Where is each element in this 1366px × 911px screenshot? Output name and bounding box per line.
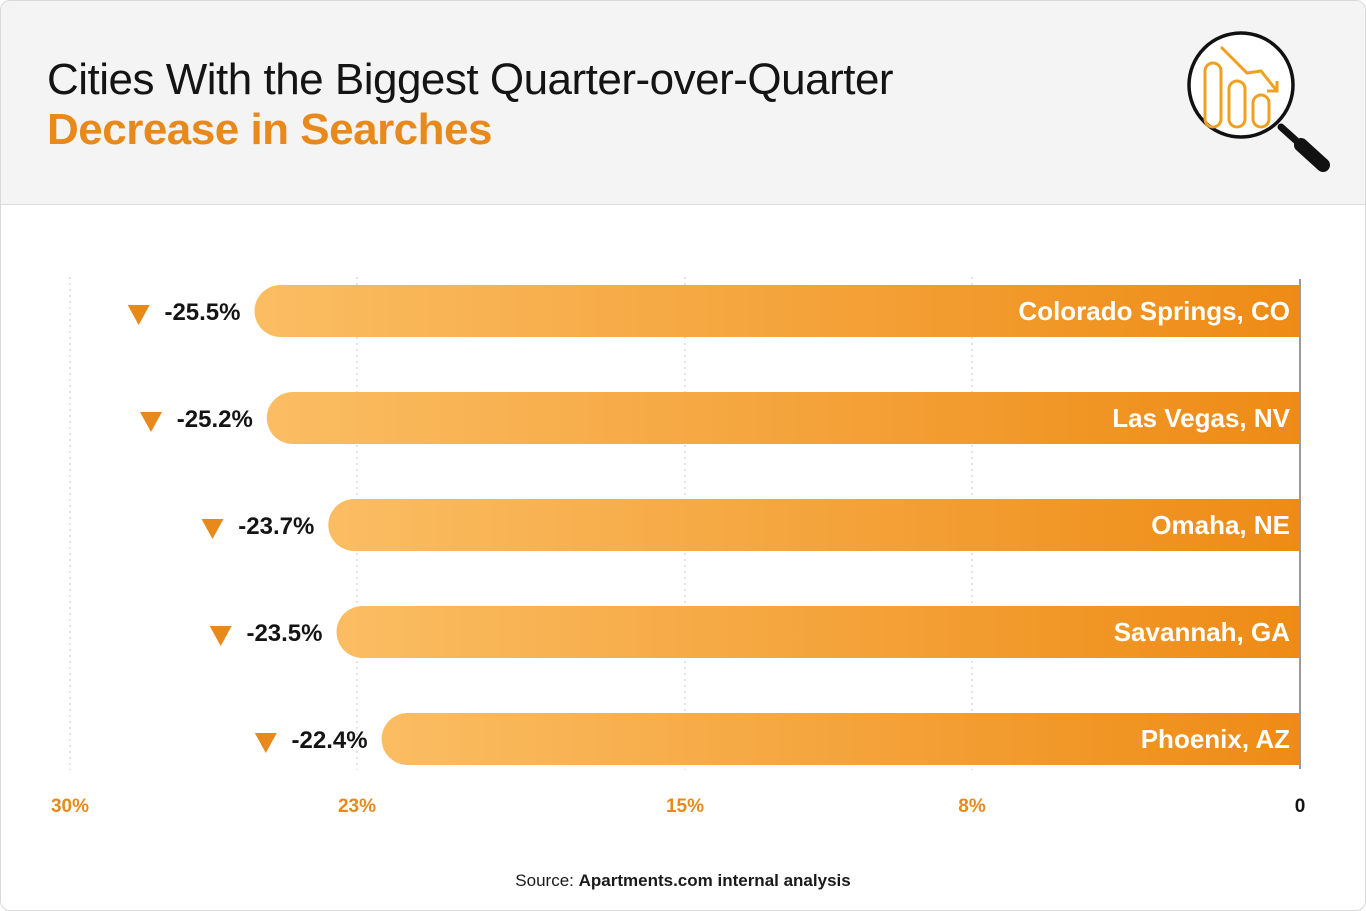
bar-category-label: Phoenix, AZ: [1141, 724, 1290, 754]
chart-subtitle: Decrease in Searches: [47, 105, 492, 154]
bar-value-label: -22.4%: [292, 727, 368, 754]
bar: [381, 713, 1301, 765]
source-prefix: Source:: [515, 871, 574, 890]
x-tick-label: 30%: [51, 796, 89, 817]
bars: Colorado Springs, CO -25.5% Las Vegas, NV -…: [127, 285, 1301, 765]
bar-category-label: Las Vegas, NV: [1112, 403, 1290, 433]
bar-value-label: -23.5%: [246, 620, 322, 647]
chart-header: Cities With the Biggest Quarter-over-Qua…: [1, 1, 1365, 205]
source-note: Source: Apartments.com internal analysis: [1, 871, 1365, 891]
bar: [254, 285, 1300, 337]
chart-title: Cities With the Biggest Quarter-over-Qua…: [47, 55, 894, 104]
bar-chart: Colorado Springs, CO -25.5% Las Vegas, NV -…: [51, 277, 1305, 817]
x-tick-label: 23%: [338, 796, 376, 817]
x-tick-label: 15%: [666, 796, 704, 817]
down-arrow-icon: [209, 626, 232, 646]
x-axis-ticks: 30% 23% 15% 8% 0: [51, 279, 1305, 817]
bar-category-label: Savannah, GA: [1114, 617, 1290, 647]
x-tick-label: 0: [1295, 796, 1306, 817]
bar: [336, 606, 1300, 658]
down-arrow-icon: [140, 412, 162, 432]
x-tick-label: 8%: [958, 796, 986, 817]
down-arrow-icon: [254, 733, 277, 753]
bar-value-label: -25.5%: [164, 299, 240, 326]
bar-value-label: -23.7%: [238, 513, 314, 540]
bar: [328, 499, 1300, 551]
bar-value-label: -25.2%: [177, 406, 253, 433]
bar-category-label: Omaha, NE: [1151, 510, 1290, 540]
magnifier-declining-chart-icon: [1187, 31, 1330, 172]
down-arrow-icon: [127, 305, 150, 325]
down-arrow-icon: [201, 519, 224, 539]
bar-category-label: Colorado Springs, CO: [1018, 296, 1290, 326]
source-name: Apartments.com internal analysis: [578, 871, 851, 890]
bar: [266, 392, 1300, 444]
